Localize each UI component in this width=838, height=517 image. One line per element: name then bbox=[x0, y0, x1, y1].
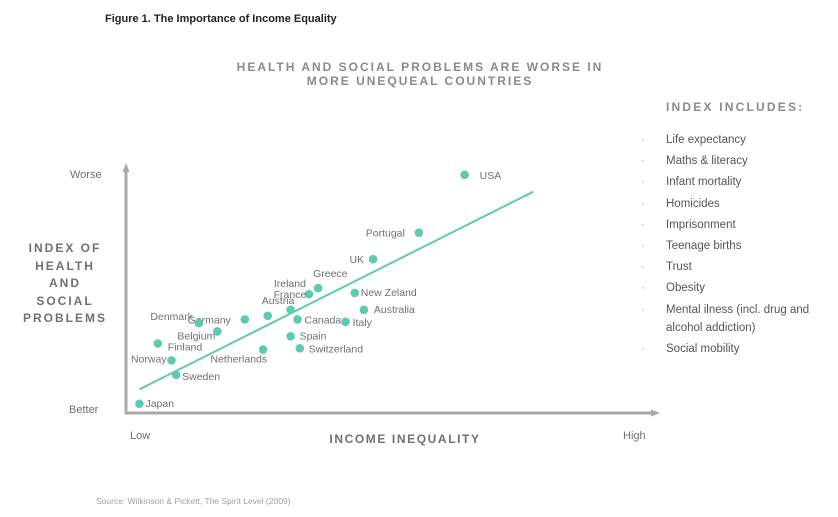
index-item-label: Homicides bbox=[666, 197, 720, 210]
point-label-switzerland: Switzerland bbox=[309, 343, 363, 355]
list-item: · Social mobility bbox=[640, 340, 830, 358]
y-axis-label: INDEX OF HEALTH AND SOCIAL PROBLEMS bbox=[10, 240, 120, 328]
y-tick-better: Better bbox=[69, 404, 99, 416]
point-label-ireland: Ireland bbox=[274, 278, 306, 290]
data-point-uk bbox=[368, 254, 378, 264]
x-axis-arrow bbox=[651, 409, 660, 417]
data-point-spain bbox=[286, 331, 295, 341]
data-point-norway bbox=[167, 356, 176, 365]
data-point-ireland bbox=[304, 289, 314, 299]
bullet-icon: · bbox=[641, 261, 645, 274]
x-axis-label: INCOME INEQUALITY bbox=[329, 432, 481, 446]
list-item: · Homicides bbox=[640, 195, 830, 213]
bullet-icon: · bbox=[641, 282, 645, 295]
list-item: · Mental ilness (incl. drug and alcohol a… bbox=[640, 301, 830, 337]
chart-title: HEALTH AND SOCIAL PROBLEMS ARE WORSE IN … bbox=[215, 60, 625, 88]
y-axis-label-line-5: PROBLEMS bbox=[22, 311, 107, 325]
data-point-greece bbox=[313, 283, 323, 293]
point-label-austria: Austria bbox=[262, 295, 295, 307]
y-axis-label-line-1: INDEX OF bbox=[28, 241, 102, 255]
data-point-japan bbox=[135, 399, 144, 409]
source-note: Source: Wilkinson & Pickett, The Spirit … bbox=[96, 496, 291, 506]
index-item-label: Teenage births bbox=[666, 239, 742, 252]
index-item-label: Trust bbox=[666, 261, 692, 274]
point-label-usa: USA bbox=[480, 170, 502, 182]
bullet-icon: · bbox=[641, 342, 645, 355]
point-label-australia: Australia bbox=[374, 304, 415, 316]
data-point-italy bbox=[341, 317, 350, 327]
data-point-sweden bbox=[171, 370, 181, 380]
list-item: · Teenage births bbox=[640, 237, 830, 255]
data-point-canada bbox=[293, 315, 302, 324]
figure-label: Figure 1. The Importance of Income Equal… bbox=[105, 13, 337, 25]
point-label-italy: Italy bbox=[353, 317, 373, 329]
list-item: · Life expectancy bbox=[640, 131, 830, 149]
y-tick-worse: Worse bbox=[70, 169, 102, 181]
data-point-netherlands bbox=[258, 345, 268, 354]
index-item-label: Social mobility bbox=[666, 342, 740, 355]
index-item-label: Imprisonment bbox=[666, 218, 736, 231]
point-label-belgium: Belgium bbox=[177, 330, 215, 342]
point-label-spain: Spain bbox=[300, 330, 327, 342]
data-point-denmark bbox=[194, 318, 204, 328]
chart-title-line-2: MORE UNEQUEAL COUNTRIES bbox=[306, 74, 534, 88]
data-point-finland bbox=[153, 339, 163, 348]
list-item: · Obesity bbox=[640, 279, 830, 297]
data-point-france bbox=[286, 305, 295, 315]
list-item: · Infant mortality bbox=[640, 173, 830, 191]
chart-axes bbox=[122, 163, 660, 417]
trend-line bbox=[139, 190, 534, 391]
point-label-germany: Germany bbox=[188, 314, 232, 326]
index-item-label: Mental ilness (incl. drug and alcohol ad… bbox=[666, 303, 810, 334]
bullet-icon: · bbox=[641, 134, 645, 146]
point-label-uk: UK bbox=[349, 254, 364, 266]
chart-title-line-1: HEALTH AND SOCIAL PROBLEMS ARE WORSE IN bbox=[236, 60, 604, 74]
x-tick-low: Low bbox=[130, 430, 151, 442]
data-point-australia bbox=[359, 305, 369, 315]
y-axis-label-line-2: HEALTH bbox=[35, 258, 95, 273]
list-item: · Imprisonment bbox=[640, 216, 830, 234]
data-point-new-zeland bbox=[350, 288, 360, 298]
point-label-canada: Canada bbox=[304, 314, 341, 326]
list-item: · Maths & literacy bbox=[640, 152, 830, 170]
bullet-icon: · bbox=[641, 155, 645, 168]
data-point-belgium bbox=[213, 327, 222, 336]
data-point-switzerland bbox=[295, 344, 305, 353]
bullet-icon: · bbox=[641, 239, 645, 252]
point-label-france: France bbox=[274, 289, 307, 301]
index-includes-title: INDEX INCLUDES: bbox=[666, 100, 805, 114]
bullet-icon: · bbox=[641, 197, 645, 210]
point-label-japan: Japan bbox=[145, 398, 174, 410]
data-point-portugal bbox=[414, 228, 424, 237]
y-axis-label-line-4: SOCIAL bbox=[36, 293, 94, 308]
index-item-label: Infant mortality bbox=[666, 176, 742, 189]
index-includes-list: · Life expectancy · Maths & literacy · Infa… bbox=[640, 131, 830, 361]
list-item: · Trust bbox=[640, 258, 830, 276]
point-label-greece: Greece bbox=[313, 268, 348, 280]
bullet-icon: · bbox=[641, 303, 645, 316]
point-label-finland: Finland bbox=[168, 342, 203, 354]
index-item-label: Life expectancy bbox=[666, 134, 746, 146]
point-label-norway: Norway bbox=[131, 353, 167, 365]
point-label-sweden: Sweden bbox=[182, 371, 220, 383]
index-item-label: Maths & literacy bbox=[666, 155, 748, 168]
bullet-icon: · bbox=[641, 218, 645, 231]
point-label-portugal: Portugal bbox=[366, 228, 405, 240]
point-label-denmark: Denmark bbox=[150, 311, 193, 323]
data-point-usa bbox=[460, 170, 469, 180]
data-point-austria bbox=[263, 311, 273, 321]
point-label-netherlands: Netherlands bbox=[211, 354, 268, 366]
y-axis-label-line-3: AND bbox=[49, 276, 81, 290]
x-tick-high: High bbox=[623, 430, 646, 442]
point-label-new-zeland: New Zeland bbox=[361, 287, 417, 299]
data-point-germany bbox=[240, 315, 250, 324]
y-axis-arrow bbox=[122, 163, 130, 172]
index-item-label: Obesity bbox=[666, 282, 705, 295]
bullet-icon: · bbox=[641, 176, 645, 189]
